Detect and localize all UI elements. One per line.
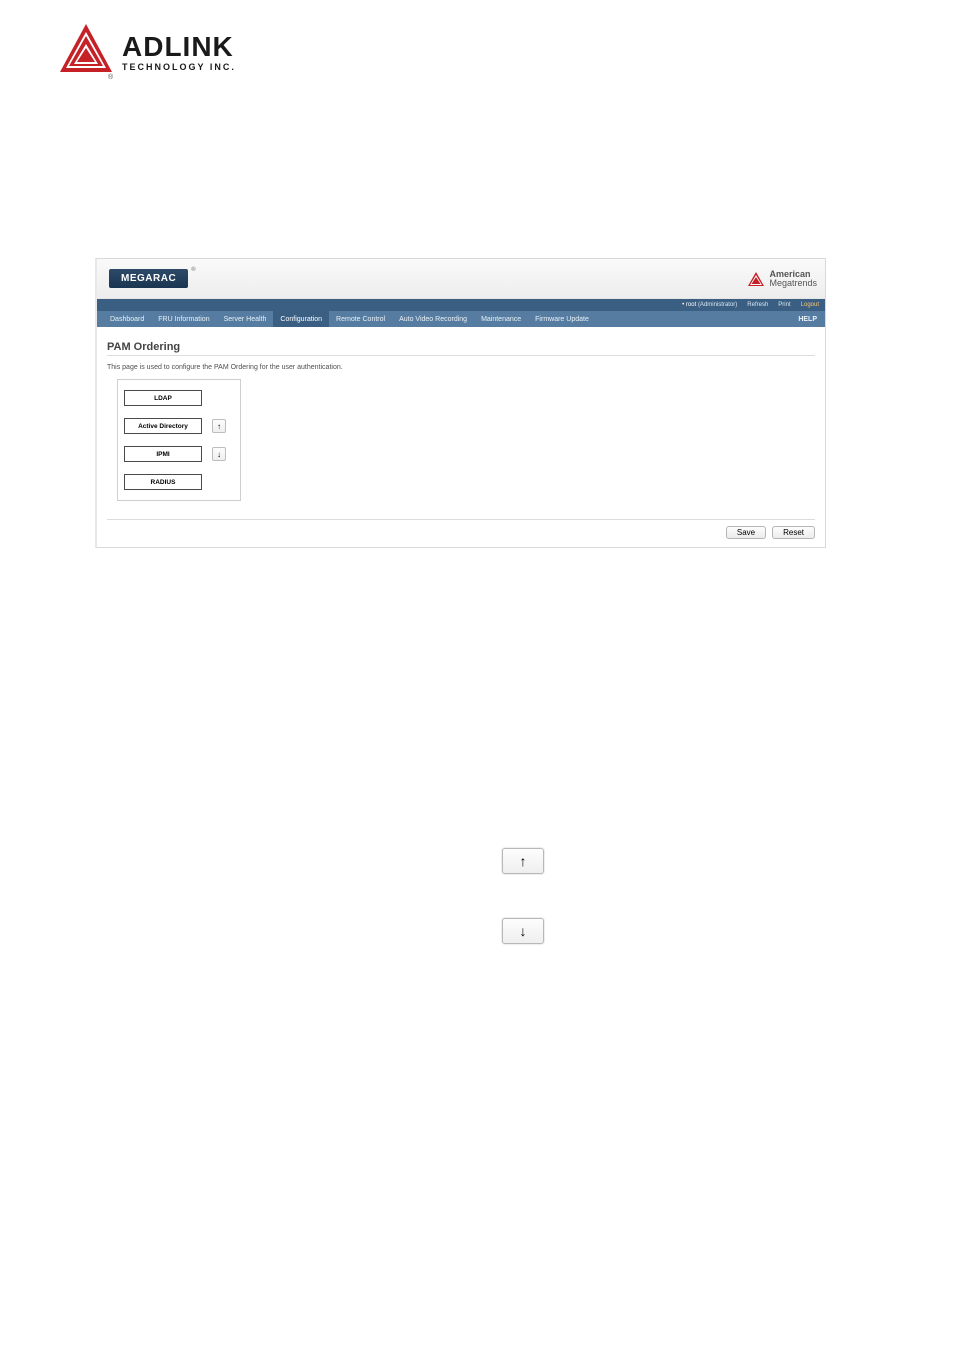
am-logo-line2: Megatrends: [769, 279, 817, 288]
pam-order-box: LDAP Active Directory ↑ IPMI ↓ RADIUS: [117, 379, 241, 501]
arrow-down-icon: ↓: [520, 923, 527, 939]
refresh-link[interactable]: Refresh: [747, 302, 768, 308]
page-description: This page is used to configure the PAM O…: [107, 364, 815, 371]
pam-item-active-directory[interactable]: Active Directory: [124, 418, 202, 434]
main-menubar: Dashboard FRU Information Server Health …: [97, 311, 825, 327]
user-strip: • root (Administrator) Refresh Print Log…: [97, 299, 825, 311]
am-triangle-icon: [747, 271, 765, 287]
adlink-logo: ® ADLINK TECHNOLOGY INC.: [56, 22, 236, 82]
brand-name: ADLINK: [122, 33, 236, 61]
pam-row-ldap: LDAP: [124, 390, 234, 406]
american-megatrends-logo: American Megatrends: [747, 270, 817, 288]
save-button[interactable]: Save: [726, 526, 766, 539]
menu-firmware-update[interactable]: Firmware Update: [528, 311, 596, 327]
standalone-down-button[interactable]: ↓: [502, 918, 544, 944]
help-link[interactable]: HELP: [798, 316, 825, 323]
brand-subtitle: TECHNOLOGY INC.: [122, 63, 236, 72]
page-title: PAM Ordering: [107, 341, 815, 353]
user-label: • root (Administrator): [682, 302, 737, 308]
document-page: ® ADLINK TECHNOLOGY INC. MEGARAC America…: [0, 0, 954, 1350]
page-content: PAM Ordering This page is used to config…: [97, 327, 825, 547]
adlink-logo-mark: ®: [56, 22, 116, 82]
move-up-button[interactable]: ↑: [212, 419, 226, 433]
title-divider: [107, 355, 815, 356]
pam-item-ldap[interactable]: LDAP: [124, 390, 202, 406]
product-badge: MEGARAC: [109, 269, 188, 288]
menu-dashboard[interactable]: Dashboard: [103, 311, 151, 327]
standalone-up-button[interactable]: ↑: [502, 848, 544, 874]
button-row: Save Reset: [107, 526, 815, 539]
reset-button[interactable]: Reset: [772, 526, 815, 539]
menu-maintenance[interactable]: Maintenance: [474, 311, 528, 327]
adlink-logo-text: ADLINK TECHNOLOGY INC.: [122, 33, 236, 72]
print-link[interactable]: Print: [778, 302, 790, 308]
screenshot-header: MEGARAC American Megatrends: [97, 259, 825, 299]
pam-row-ipmi: IPMI ↓: [124, 446, 234, 462]
menu-fru-information[interactable]: FRU Information: [151, 311, 216, 327]
menu-server-health[interactable]: Server Health: [217, 311, 274, 327]
pam-row-radius: RADIUS: [124, 474, 234, 490]
svg-text:®: ®: [108, 73, 114, 81]
footer-divider: [107, 519, 815, 520]
pam-row-active-directory: Active Directory ↑: [124, 418, 234, 434]
menu-configuration[interactable]: Configuration: [273, 311, 329, 327]
pam-item-radius[interactable]: RADIUS: [124, 474, 202, 490]
logout-link[interactable]: Logout: [801, 302, 819, 308]
move-down-button[interactable]: ↓: [212, 447, 226, 461]
arrow-up-icon: ↑: [520, 853, 527, 869]
menu-remote-control[interactable]: Remote Control: [329, 311, 392, 327]
pam-item-ipmi[interactable]: IPMI: [124, 446, 202, 462]
menu-auto-video-recording[interactable]: Auto Video Recording: [392, 311, 474, 327]
embedded-screenshot: MEGARAC American Megatrends • root (Admi…: [95, 258, 826, 548]
